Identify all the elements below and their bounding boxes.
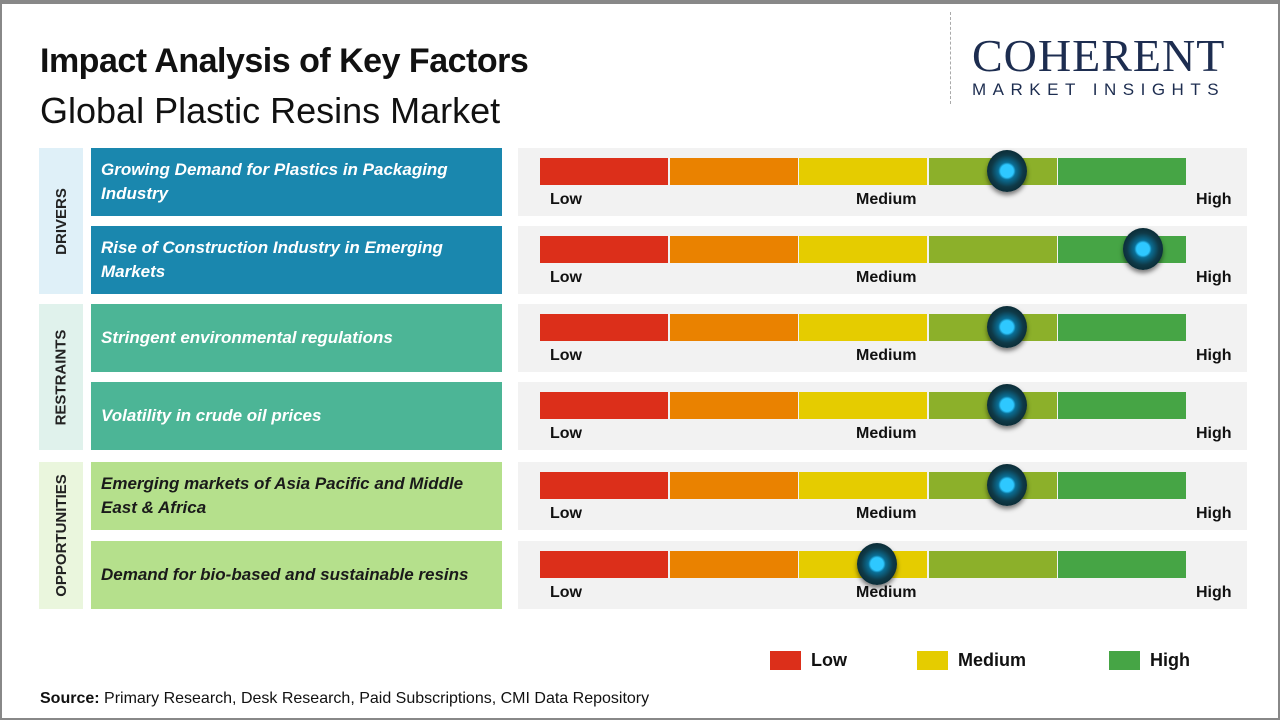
impact-indicator-knob — [986, 464, 1027, 506]
impact-indicator-knob — [986, 150, 1027, 192]
meter-segment — [540, 314, 668, 341]
impact-indicator-knob — [986, 384, 1027, 426]
scale-label-high: High — [1196, 425, 1232, 442]
scale-label-high: High — [1196, 269, 1232, 286]
impact-indicator-knob — [1122, 228, 1163, 270]
source-label: Source: — [40, 690, 100, 707]
legend-label-high: High — [1150, 650, 1190, 670]
meter-segment — [1058, 551, 1187, 578]
scale-label-high: High — [1196, 347, 1232, 364]
category-name: DRIVERS — [52, 187, 70, 255]
meter-segment — [540, 551, 668, 578]
meter-segment — [1058, 158, 1187, 185]
scale-label-medium: Medium — [856, 584, 917, 601]
factor-label: Rise of Construction Industry in Emergin… — [91, 226, 502, 294]
legend-swatch-medium — [917, 651, 948, 670]
scale-label-low: Low — [550, 584, 582, 601]
impact-meter: Low Medium High — [518, 148, 1247, 216]
meter-segment — [1058, 314, 1187, 341]
factor-label: Growing Demand for Plastics in Packaging… — [91, 148, 502, 216]
meter-segment — [669, 392, 798, 419]
factor-label: Stringent environmental regulations — [91, 304, 502, 372]
meter-segment — [669, 472, 798, 499]
legend-item-high: High — [1109, 650, 1190, 671]
logo-divider — [950, 12, 951, 104]
scale-label-low: Low — [550, 425, 582, 442]
meter-segment — [799, 392, 928, 419]
legend-item-low: Low — [770, 650, 847, 671]
scale-label-high: High — [1196, 505, 1232, 522]
impact-meter: Low Medium High — [518, 382, 1247, 450]
factor-label: Demand for bio-based and sustainable res… — [91, 541, 502, 609]
category-label-restraints: RESTRAINTS — [39, 304, 83, 450]
scale-label-medium: Medium — [856, 347, 917, 364]
scale-label-medium: Medium — [856, 505, 917, 522]
scale-label-low: Low — [550, 505, 582, 522]
impact-meter: Low Medium High — [518, 462, 1247, 530]
logo-wordmark: COHERENT — [972, 30, 1226, 81]
meter-segment — [928, 551, 1057, 578]
meter-segment — [799, 314, 928, 341]
scale-label-low: Low — [550, 191, 582, 208]
scale-label-low: Low — [550, 269, 582, 286]
meter-segment — [928, 236, 1057, 263]
category-name: OPPORTUNITIES — [52, 474, 70, 597]
impact-indicator-knob — [856, 543, 897, 585]
impact-indicator-knob — [986, 306, 1027, 348]
meter-segment — [669, 314, 798, 341]
logo-tagline: MARKET INSIGHTS — [972, 80, 1226, 99]
legend-item-medium: Medium — [917, 650, 1026, 671]
category-label-opportunities: OPPORTUNITIES — [39, 462, 83, 609]
impact-meter: Low Medium High — [518, 304, 1247, 372]
scale-label-high: High — [1196, 584, 1232, 601]
scale-label-high: High — [1196, 191, 1232, 208]
scale-label-low: Low — [550, 347, 582, 364]
impact-meter: Low Medium High — [518, 226, 1247, 294]
legend-swatch-high — [1109, 651, 1140, 670]
meter-segment — [1058, 472, 1187, 499]
factor-label: Emerging markets of Asia Pacific and Mid… — [91, 462, 502, 530]
meter-segment — [669, 551, 798, 578]
source-note: Source: Primary Research, Desk Research,… — [40, 690, 649, 708]
impact-meter: Low Medium High — [518, 541, 1247, 609]
meter-segment — [540, 392, 668, 419]
category-name: RESTRAINTS — [52, 329, 70, 425]
meter-segment — [540, 158, 668, 185]
meter-segment — [540, 472, 668, 499]
meter-segment — [669, 158, 798, 185]
meter-segment — [799, 158, 928, 185]
meter-segment — [1058, 392, 1187, 419]
source-text: Primary Research, Desk Research, Paid Su… — [99, 690, 650, 707]
logo: COHERENT MARKET INSIGHTS — [972, 30, 1226, 100]
category-label-drivers: DRIVERS — [39, 148, 83, 294]
meter-segment — [540, 236, 668, 263]
legend-label-low: Low — [811, 650, 847, 670]
page-title: Impact Analysis of Key Factors — [40, 42, 529, 80]
page-subtitle: Global Plastic Resins Market — [40, 90, 501, 131]
scale-label-medium: Medium — [856, 269, 917, 286]
legend-label-medium: Medium — [958, 650, 1027, 670]
scale-label-medium: Medium — [856, 425, 917, 442]
meter-segment — [1058, 236, 1187, 263]
meter-segment — [799, 472, 928, 499]
factor-label: Volatility in crude oil prices — [91, 382, 502, 450]
meter-segment — [669, 236, 798, 263]
scale-label-medium: Medium — [856, 191, 917, 208]
meter-segment — [799, 236, 928, 263]
legend-swatch-low — [770, 651, 801, 670]
